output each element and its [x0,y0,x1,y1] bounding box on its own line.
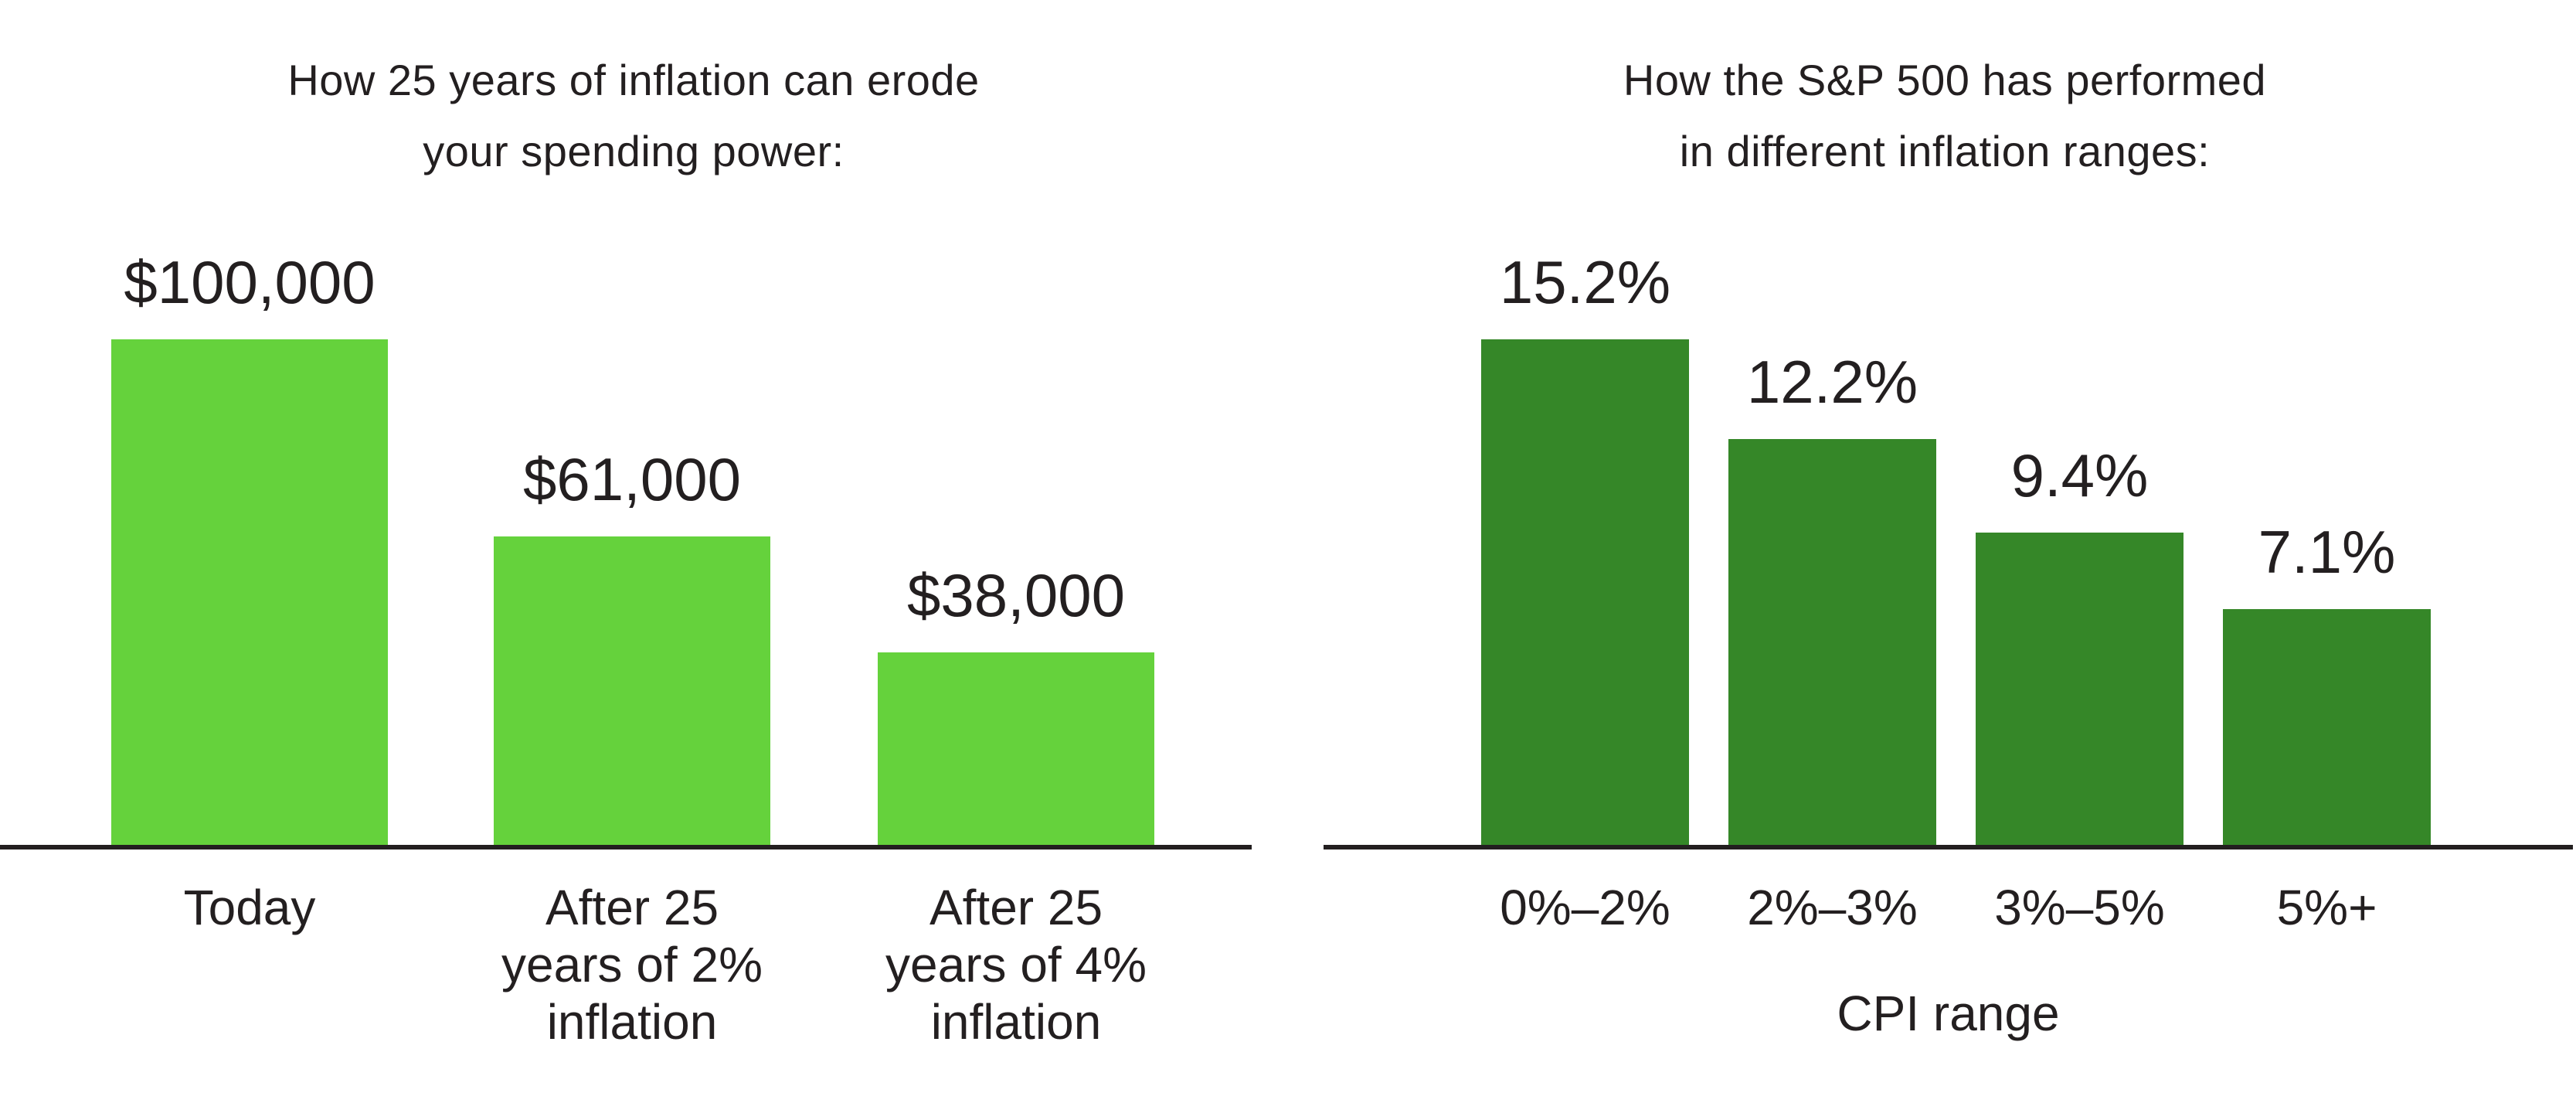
right-chart-category-label: 2%–3% [1601,879,2065,936]
left-chart-category-label: After 25 years of 4% inflation [784,879,1248,1050]
right-chart-x-axis-line [1324,845,2573,850]
category-label-line: 3%–5% [1994,880,2165,935]
category-label-line: After 25 [545,880,719,935]
left-chart-bar-After 25 years of 2% inflation [494,536,770,845]
right-chart-title: How the S&P 500 has performed in differe… [1313,45,2576,187]
category-label-line: inflation [546,994,718,1050]
right-chart-bar-5%+ [2223,609,2431,845]
category-label-line: After 25 [929,880,1103,935]
category-label-line: Today [183,880,316,935]
left-chart-category-label: After 25 years of 2% inflation [400,879,864,1050]
left-chart-title: How 25 years of inflation can erode your… [0,45,1267,187]
right-chart-bar-3%–5% [1976,533,2183,845]
right-chart-x-axis-title: CPI range [1837,986,2060,1041]
right-chart-value-label: 7.1% [2258,518,2396,586]
right-chart-value-label: 15.2% [1499,248,1671,316]
right-chart-bar-2%–3% [1728,439,1936,845]
category-label-line: years of 2% [501,937,763,993]
left-chart-value-label: $38,000 [907,561,1125,629]
right-chart-category-label: 5%+ [2095,879,2559,936]
right-chart-category-label: 3%–5% [1848,879,2312,936]
left-chart-bar-After 25 years of 4% inflation [878,652,1154,845]
right-chart-value-label: 9.4% [2010,441,2149,509]
right-chart-value-label: 12.2% [1746,348,1918,416]
category-label-line: 2%–3% [1747,880,1918,935]
category-label-line: inflation [930,994,1102,1050]
right-chart-title-line-1: How the S&P 500 has performed [1623,56,2267,104]
right-chart-bar-0%–2% [1481,339,1689,845]
left-chart-value-label: $100,000 [124,248,376,316]
left-chart-title-line-2: your spending power: [423,127,845,175]
category-label-line: 0%–2% [1500,880,1670,935]
left-chart-value-label: $61,000 [523,445,741,513]
right-chart-title-line-2: in different inflation ranges: [1679,127,2211,175]
left-chart-x-axis-line [0,845,1252,850]
right-chart-category-label: 0%–2% [1354,879,1817,936]
category-label-line: years of 4% [885,937,1147,993]
left-chart-bar-Today [111,339,388,845]
left-chart-category-label: Today [18,879,481,936]
category-label-line: 5%+ [2276,880,2377,935]
left-chart-title-line-1: How 25 years of inflation can erode [287,56,980,104]
